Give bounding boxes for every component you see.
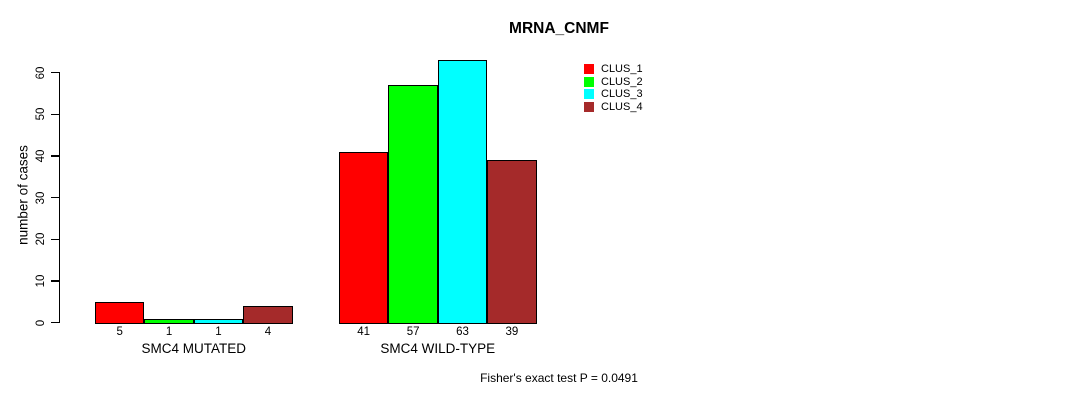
group-label-1: SMC4 MUTATED	[141, 340, 247, 356]
y-tick	[51, 113, 60, 116]
legend-label: CLUS_2	[601, 75, 643, 88]
bar-clus_1-group2	[339, 151, 389, 325]
y-tick	[51, 71, 60, 74]
bar-clus_3-group2	[437, 60, 488, 325]
y-axis-label: number of cases	[15, 145, 31, 245]
group-label-2: SMC4 WILD-TYPE	[380, 340, 496, 356]
bar-clus_2-group1	[144, 318, 194, 325]
chart-title: MRNA_CNMF	[509, 20, 609, 37]
legend-swatch-clus_2	[584, 76, 594, 87]
y-tick-label: 40	[35, 149, 47, 163]
bar-value-label: 1	[165, 325, 173, 338]
y-tick	[51, 321, 60, 324]
legend-swatch-clus_4	[584, 101, 594, 112]
bar-value-label: 5	[116, 325, 123, 338]
legend-label: CLUS_3	[601, 88, 643, 101]
annotation-text: Fisher's exact test P = 0.0491	[480, 371, 638, 385]
legend-label: CLUS_1	[601, 63, 643, 75]
bar-value-label: 1	[215, 325, 222, 338]
legend-item: CLUS_3	[584, 88, 643, 101]
bar-value-label: 41	[357, 325, 371, 338]
bar-value-label: 63	[456, 325, 469, 338]
legend-item: CLUS_1	[584, 63, 643, 75]
legend-swatch-clus_1	[584, 64, 594, 74]
legend-item: CLUS_4	[584, 100, 643, 113]
y-tick-label: 30	[35, 191, 47, 205]
y-tick-label: 10	[35, 274, 47, 288]
y-tick	[51, 196, 60, 199]
bar-value-label: 39	[505, 325, 519, 338]
y-tick-label: 60	[35, 66, 47, 80]
bar-clus_3-group1	[193, 318, 244, 325]
y-tick-label: 0	[35, 319, 47, 326]
bar-clus_2-group2	[388, 85, 438, 325]
bar-clus_1-group1	[95, 301, 145, 325]
y-tick-label: 50	[35, 107, 47, 121]
y-tick	[51, 280, 60, 282]
legend-item: CLUS_2	[584, 75, 643, 88]
legend-label: CLUS_4	[601, 100, 643, 113]
y-tick	[51, 238, 60, 241]
bar-clus_4-group2	[487, 160, 537, 325]
legend-swatch-clus_3	[584, 89, 594, 100]
y-tick-label: 20	[35, 232, 47, 246]
bar-value-label: 57	[406, 325, 420, 338]
y-tick	[51, 155, 60, 157]
legend: CLUS_1 CLUS_2 CLUS_3 CLUS_4	[584, 64, 643, 112]
bar-clus_4-group1	[243, 306, 293, 325]
bar-value-label: 4	[264, 325, 272, 338]
